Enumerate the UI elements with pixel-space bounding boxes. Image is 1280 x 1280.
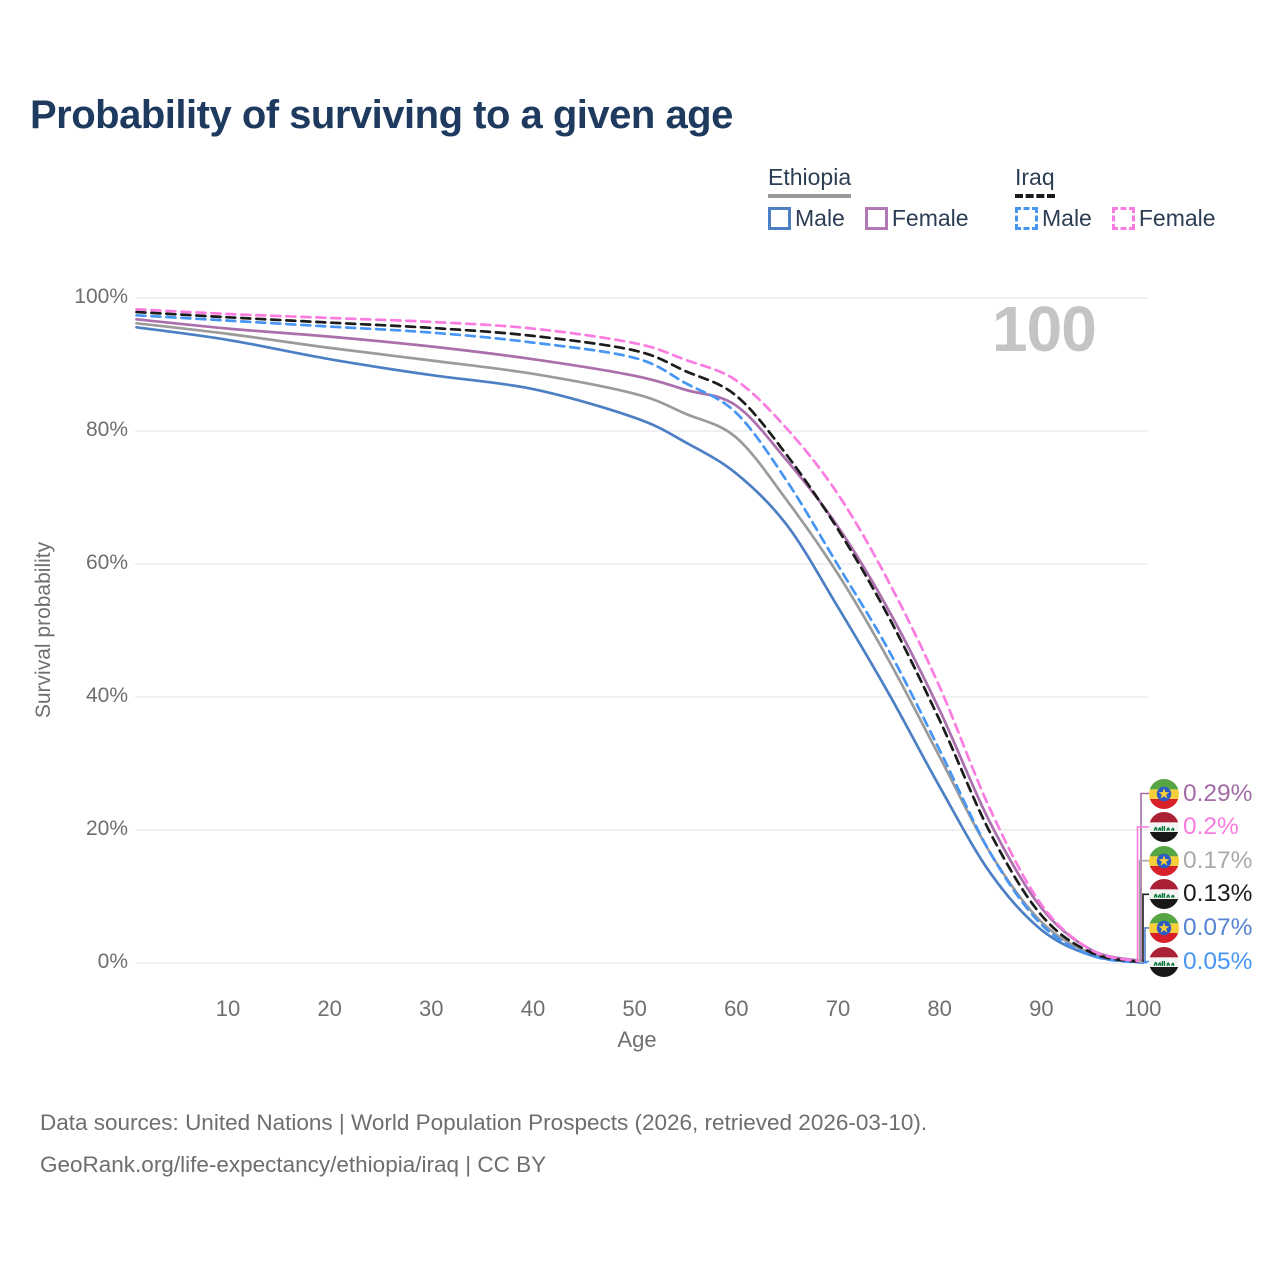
- iraq-flag-icon: [1149, 946, 1179, 977]
- x-tick-label: 70: [825, 996, 851, 1021]
- end-label-ethiopia: 0.17%: [1149, 845, 1253, 876]
- legend-item-label: Female: [1138, 205, 1216, 231]
- series-line-iraq-male[interactable]: [135, 313, 1145, 965]
- series-line-ethiopia[interactable]: [135, 321, 1145, 964]
- y-tick-label: 100%: [74, 285, 128, 308]
- x-tick-label: 90: [1029, 996, 1054, 1021]
- ethiopia-female-swatch-icon: [864, 207, 888, 230]
- footer-sources: Data sources: United Nations | World Pop…: [40, 1110, 928, 1135]
- legend-item-ethiopia-female[interactable]: Female: [864, 205, 969, 232]
- iraq-flag-icon: [1149, 879, 1179, 910]
- end-label-iraq-male: 0.05%: [1149, 946, 1253, 977]
- leader-line: [1138, 859, 1149, 963]
- end-label-ethiopia-male: 0.07%: [1149, 912, 1253, 943]
- x-tick-label: 30: [419, 996, 444, 1021]
- legend-row-ethiopia: Male Female: [768, 205, 969, 232]
- leader-line: [1142, 893, 1149, 963]
- legend-item-label: Male: [1042, 205, 1092, 231]
- page-title: Probability of surviving to a given age: [30, 93, 733, 137]
- end-label-ethiopia-female: 0.29%: [1149, 778, 1253, 809]
- legend-item-label: Female: [891, 205, 969, 231]
- legend-item-iraq-female[interactable]: Female: [1111, 205, 1216, 232]
- ethiopia-flag-icon: [1149, 912, 1179, 943]
- legend-row-iraq: Male Female: [1015, 205, 1216, 232]
- end-label-value: 0.13%: [1183, 880, 1253, 908]
- x-axis-title: Age: [617, 1027, 657, 1052]
- x-tick-label: 40: [520, 996, 546, 1021]
- footer-attribution: GeoRank.org/life-expectancy/ethiopia/ira…: [40, 1152, 547, 1177]
- end-label-value: 0.05%: [1183, 947, 1253, 975]
- ethiopia-flag-icon: [1149, 845, 1179, 876]
- x-tick-label: 100: [1124, 996, 1162, 1021]
- end-label-value: 0.17%: [1183, 846, 1253, 874]
- leader-line: [1143, 960, 1149, 964]
- iraq-female-swatch-icon: [1111, 207, 1135, 230]
- y-tick-label: 60%: [85, 551, 128, 574]
- series-line-iraq-female[interactable]: [135, 307, 1145, 964]
- series-line-ethiopia-male[interactable]: [135, 325, 1145, 964]
- end-label-iraq: 0.13%: [1149, 879, 1253, 910]
- x-tick-label: 50: [622, 996, 647, 1021]
- ethiopia-flag-icon: [1149, 778, 1179, 809]
- end-label-value: 0.29%: [1183, 779, 1253, 807]
- footer: Data sources: United Nations | World Pop…: [40, 1102, 927, 1186]
- end-label-value: 0.07%: [1183, 913, 1253, 941]
- legend-item-ethiopia-male[interactable]: Male: [768, 205, 845, 232]
- series-line-iraq[interactable]: [135, 310, 1145, 964]
- x-tick-label: 10: [215, 996, 241, 1021]
- x-tick-label: 60: [724, 996, 749, 1021]
- y-tick-label: 40%: [85, 684, 128, 707]
- year-watermark: 100: [992, 293, 1097, 365]
- end-label-value: 0.2%: [1183, 813, 1239, 841]
- legend-group-iraq[interactable]: Iraq: [1015, 164, 1055, 198]
- y-tick-label: 0%: [97, 950, 128, 973]
- x-tick-label: 20: [317, 996, 342, 1021]
- legend-item-iraq-male[interactable]: Male: [1015, 205, 1092, 232]
- iraq-male-swatch-icon: [1015, 207, 1038, 230]
- iraq-flag-icon: [1149, 812, 1179, 843]
- series-line-ethiopia-female[interactable]: [135, 317, 1145, 963]
- x-tick-label: 80: [927, 996, 952, 1021]
- ethiopia-male-swatch-icon: [768, 207, 791, 230]
- legend-group-ethiopia[interactable]: Ethiopia: [768, 164, 852, 198]
- y-tick-label: 20%: [85, 817, 128, 840]
- end-label-iraq-female: 0.2%: [1149, 812, 1239, 843]
- legend-item-label: Male: [795, 205, 845, 231]
- y-tick-label: 80%: [85, 418, 128, 441]
